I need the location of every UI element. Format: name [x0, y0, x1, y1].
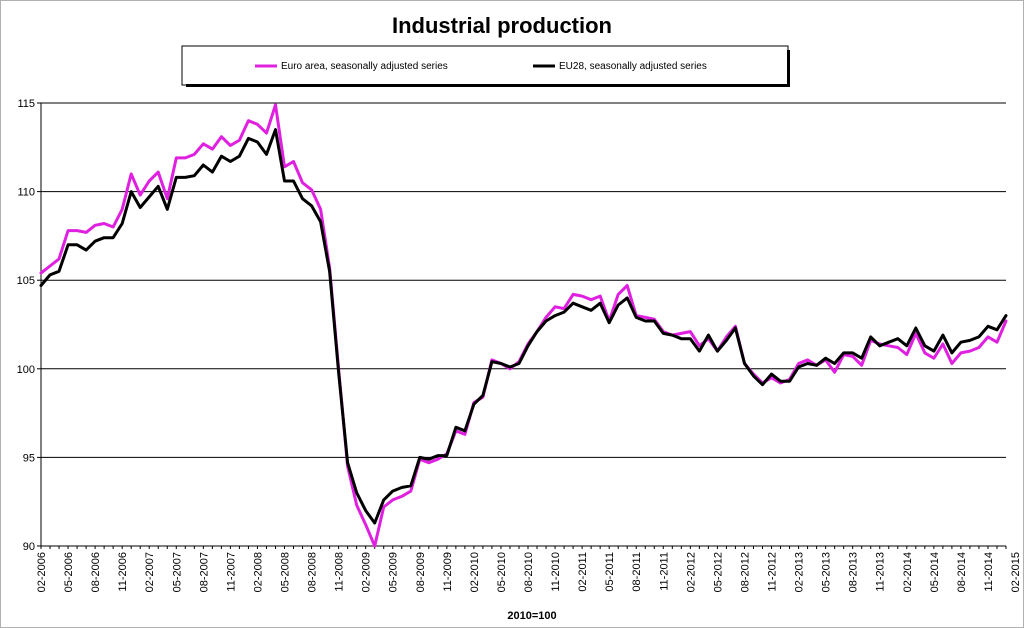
x-tick-label: 02-2014	[902, 552, 914, 592]
series-line-eu28	[39, 128, 1008, 525]
x-tick-label: 08-2012	[739, 552, 751, 592]
x-tick-label: 11-2010	[550, 552, 562, 592]
x-tick-label: 11-2013	[875, 552, 887, 592]
x-tick-label: 08-2008	[307, 552, 319, 592]
x-tick-label: 02-2013	[794, 552, 806, 592]
x-tick-label: 11-2007	[225, 552, 237, 592]
x-tick-label: 02-2011	[577, 552, 589, 592]
x-tick-label: 05-2013	[821, 552, 833, 592]
x-tick-label: 05-2007	[171, 552, 183, 592]
x-tick-label: 08-2010	[523, 552, 535, 592]
x-tick-label: 02-2009	[361, 552, 373, 592]
legend-label-eu28: EU28, seasonally adjusted series	[559, 61, 707, 72]
x-tick-label: 11-2008	[334, 552, 346, 592]
y-tick-label: 115	[17, 98, 35, 110]
series-line-euro-area	[39, 103, 1008, 548]
x-tick-label: 02-2007	[144, 552, 156, 592]
x-tick-label: 02-2010	[469, 552, 481, 592]
legend-shadow-right	[787, 50, 790, 87]
x-tick-label: 11-2006	[117, 552, 129, 592]
axes	[37, 102, 1007, 549]
legend-shadow-bottom	[186, 84, 790, 87]
x-tick-label: 02-2015	[1010, 552, 1022, 592]
legend-label-euro-area: Euro area, seasonally adjusted series	[281, 61, 448, 72]
y-tick-label: 100	[17, 364, 35, 376]
x-tick-label: 05-2008	[280, 552, 292, 592]
chart-title: Industrial production	[392, 13, 612, 38]
x-tick-label: 02-2008	[252, 552, 264, 592]
x-tick-label: 05-2009	[388, 552, 400, 592]
legend-box	[181, 45, 789, 86]
x-tick-label: 08-2014	[956, 552, 968, 592]
y-tick-labels: 90 95 100 105 110 115	[17, 98, 35, 553]
gridlines	[41, 102, 1006, 458]
x-tick-label: 08-2009	[415, 552, 427, 592]
x-tick-label: 11-2012	[767, 552, 779, 592]
x-tick-labels: 02-2006 05-2006 08-2006 11-2006 02-2007 05-20…	[36, 552, 1022, 592]
x-tick-label: 05-2011	[604, 552, 616, 592]
x-tick-label: 05-2010	[496, 552, 508, 592]
y-tick-label: 95	[23, 452, 35, 464]
x-tick-label: 02-2006	[36, 552, 48, 592]
x-tick-label: 08-2007	[198, 552, 210, 592]
x-tick-label: 05-2014	[929, 552, 941, 592]
x-tick-label: 11-2014	[983, 552, 995, 592]
x-tick-label: 11-2011	[658, 552, 670, 591]
x-tick-label: 05-2012	[712, 552, 724, 592]
y-tick-label: 105	[17, 275, 35, 287]
x-tick-label: 08-2006	[90, 552, 102, 592]
x-tick-label: 05-2006	[63, 552, 75, 592]
x-tick-label: 02-2012	[685, 552, 697, 592]
y-tick-label: 90	[23, 541, 35, 553]
x-tick-label: 08-2013	[848, 552, 860, 592]
y-tick-label: 110	[17, 187, 35, 199]
series-lines	[39, 103, 1008, 548]
x-axis-label: 2010=100	[507, 610, 556, 622]
x-tick-label: 11-2009	[442, 552, 454, 592]
legend: Euro area, seasonally adjusted series EU…	[181, 45, 790, 87]
x-tick-label: 08-2011	[631, 552, 643, 592]
